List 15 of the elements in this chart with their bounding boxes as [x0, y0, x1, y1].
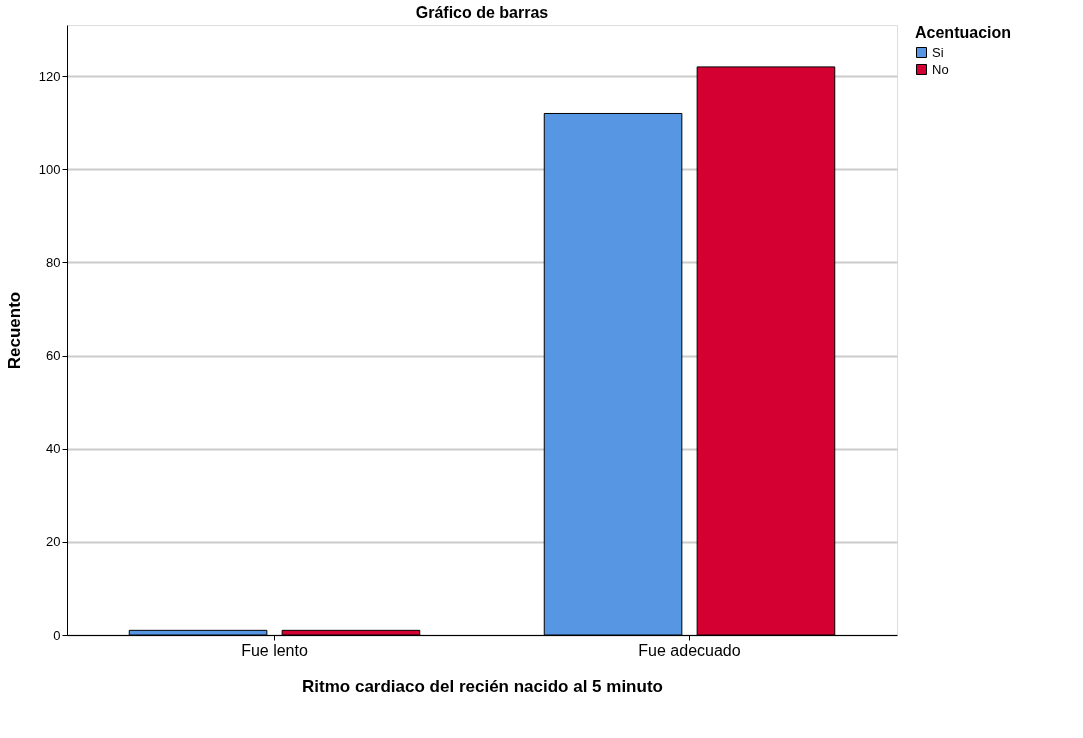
y-tick-label: 0	[53, 627, 61, 643]
y-tick-label: 100	[38, 161, 61, 177]
legend-title: Acentuacion	[915, 24, 1012, 41]
x-axis-title: Ritmo cardiaco del recién nacido al 5 minuto	[302, 676, 663, 696]
y-tick-label: 80	[46, 254, 61, 270]
y-axis-title: Recuento	[4, 291, 24, 370]
y-tick-label: 40	[46, 441, 61, 457]
x-tick-label: Fue adecuado	[638, 641, 741, 659]
legend-label: Si	[932, 44, 944, 60]
y-tick-label: 20	[46, 534, 61, 550]
chart-title: Gráfico de barras	[415, 4, 549, 21]
y-tick-label: 60	[46, 348, 61, 364]
legend-label: No	[932, 61, 949, 77]
y-tick-label: 120	[38, 68, 61, 84]
x-tick-label: Fue lento	[241, 641, 308, 659]
